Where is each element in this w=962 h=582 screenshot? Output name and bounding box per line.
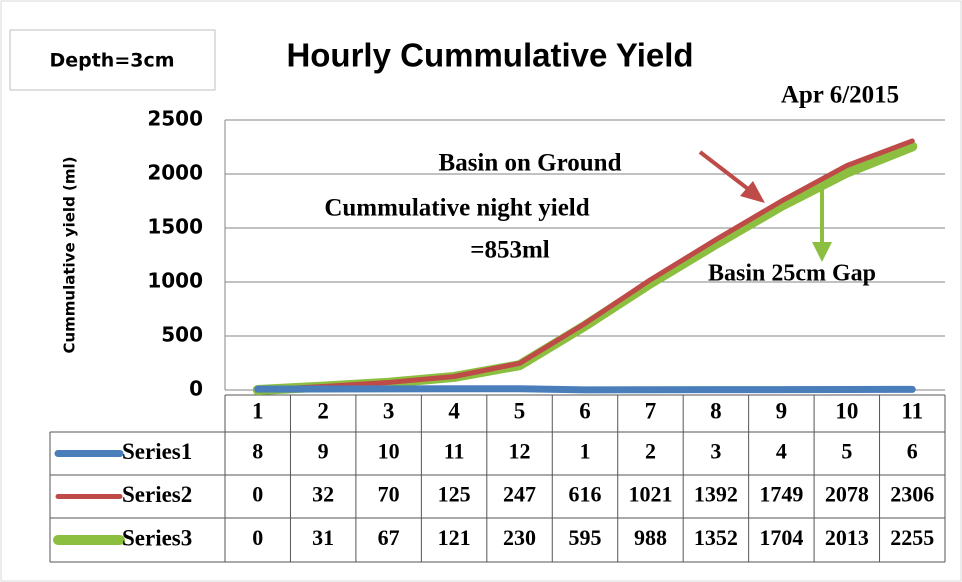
arrowhead xyxy=(812,242,832,262)
x-tick-label: 6 xyxy=(579,398,591,423)
table-value: 1749 xyxy=(759,482,803,507)
x-tick-label: 7 xyxy=(645,398,657,423)
table-value: 10 xyxy=(378,439,400,464)
table-value: 125 xyxy=(438,482,471,507)
table-value: 1392 xyxy=(694,482,738,507)
table-value: 595 xyxy=(569,525,602,550)
annotation: Basin 25cm Gap xyxy=(708,261,876,287)
y-tick-label: 500 xyxy=(161,323,203,347)
table-value: 1352 xyxy=(694,525,738,550)
y-tick-label: 2000 xyxy=(147,161,203,185)
table-value: 1021 xyxy=(628,482,672,507)
table-value: 230 xyxy=(503,525,536,550)
annotation: Basin on Ground xyxy=(439,150,622,177)
table-value: 9 xyxy=(318,439,329,464)
table-value: 0 xyxy=(252,525,263,550)
x-tick-label: 5 xyxy=(514,398,526,423)
table-value: 67 xyxy=(378,525,400,550)
table-value: 988 xyxy=(634,525,667,550)
y-tick-label: 2500 xyxy=(147,107,203,131)
table-value: 0 xyxy=(252,482,263,507)
table-value: 5 xyxy=(841,439,852,464)
x-tick-label: 8 xyxy=(710,398,722,423)
legend-label: Series1 xyxy=(122,439,192,464)
x-tick-label: 4 xyxy=(448,398,460,423)
x-tick-label: 1 xyxy=(252,398,264,423)
table-value: 1704 xyxy=(759,525,803,550)
arrowhead xyxy=(740,181,765,203)
table-value: 121 xyxy=(438,525,471,550)
table-value: 2078 xyxy=(825,482,869,507)
table-value: 4 xyxy=(776,439,787,464)
table-value: 2255 xyxy=(890,525,934,550)
x-tick-label: 11 xyxy=(901,398,923,423)
table-value: 12 xyxy=(509,439,531,464)
table-value: 2 xyxy=(645,439,656,464)
legend-label: Series2 xyxy=(122,482,192,507)
table-value: 32 xyxy=(312,482,334,507)
y-tick-label: 1000 xyxy=(147,269,203,293)
series-line xyxy=(254,385,916,394)
legend-label: Series3 xyxy=(122,525,192,550)
x-tick-label: 10 xyxy=(835,398,858,423)
depth-label: Depth=3cm xyxy=(49,50,174,72)
depth-box xyxy=(9,29,216,91)
table-value: 2306 xyxy=(890,482,934,507)
x-tick-label: 3 xyxy=(383,398,395,423)
table-value: 11 xyxy=(444,439,465,464)
annotation: Apr 6/2015 xyxy=(781,82,899,109)
y-tick-label: 0 xyxy=(189,377,203,401)
table-value: 31 xyxy=(312,525,334,550)
y-tick-label: 1500 xyxy=(147,215,203,239)
x-tick-label: 9 xyxy=(776,398,788,423)
y-axis-label: Cummulative yield (ml) xyxy=(61,156,79,353)
series-line xyxy=(255,138,915,393)
annotation: =853ml xyxy=(470,237,550,264)
table-value: 2013 xyxy=(825,525,869,550)
chart-title: Hourly Cummulative Yield xyxy=(286,37,693,74)
arrow xyxy=(698,150,754,194)
table-value: 616 xyxy=(569,482,602,507)
table-value: 1 xyxy=(580,439,591,464)
table-value: 8 xyxy=(252,439,263,464)
table-value: 247 xyxy=(503,482,536,507)
annotation: Cummulative night yield xyxy=(324,195,589,222)
table-value: 6 xyxy=(907,439,918,464)
x-tick-label: 2 xyxy=(317,398,329,423)
table-value: 70 xyxy=(378,482,400,507)
table-value: 3 xyxy=(710,439,721,464)
